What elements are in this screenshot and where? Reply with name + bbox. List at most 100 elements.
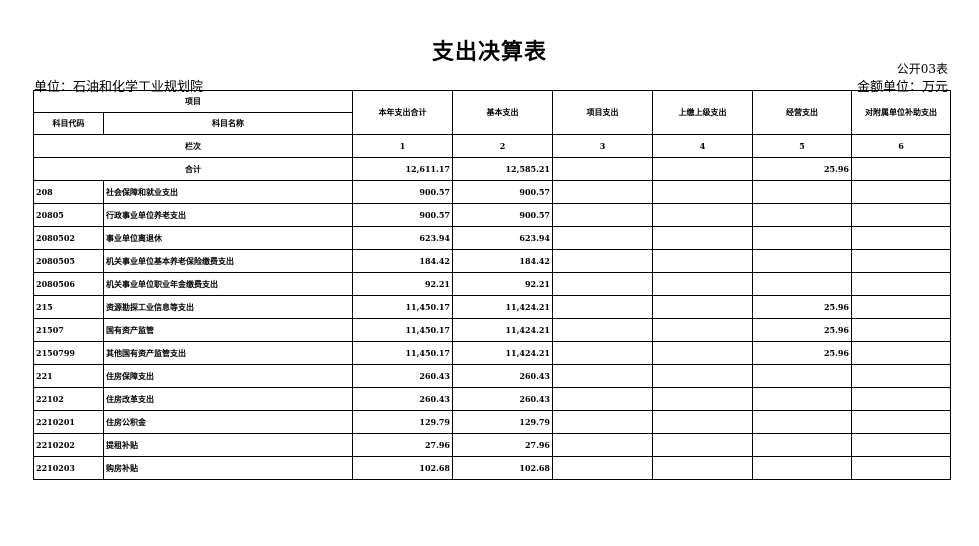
row-value: [851, 226, 951, 250]
row-name: 住房保障支出: [103, 364, 353, 388]
row-value: 11,424.21: [452, 295, 553, 319]
row-value: 25.96: [752, 295, 852, 319]
row-value: 260.43: [352, 387, 453, 411]
row-value: 11,450.17: [352, 295, 453, 319]
row-value: [552, 364, 653, 388]
row-value: [851, 387, 951, 411]
row-value: [652, 410, 753, 434]
row-value: [552, 272, 653, 296]
table-row: 221 住房保障支出 260.43 260.43: [33, 364, 951, 388]
row-value: [851, 456, 951, 480]
row-value: 260.43: [452, 364, 553, 388]
table-row: 2210203 购房补贴 102.68 102.68: [33, 456, 951, 480]
row-value: [652, 203, 753, 227]
row-value: [752, 456, 852, 480]
total-value: [652, 157, 753, 181]
table-row: 2080502 事业单位离退休 623.94 623.94: [33, 226, 951, 250]
header-col-3: 项目支出: [552, 90, 653, 135]
expenditure-table: 项目 本年支出合计 基本支出 项目支出 上缴上级支出 经营支出 对附属单位补助支…: [33, 90, 951, 480]
row-value: [552, 318, 653, 342]
row-name: 事业单位离退休: [103, 226, 353, 250]
column-index: 1: [352, 134, 453, 158]
table-row: 2080506 机关事业单位职业年金缴费支出 92.21 92.21: [33, 272, 951, 296]
row-code: 2080505: [33, 249, 104, 273]
table-row: 20805 行政事业单位养老支出 900.57 900.57: [33, 203, 951, 227]
table-row: 2150799 其他国有资产监管支出 11,450.17 11,424.21 25.96: [33, 341, 951, 365]
row-value: 27.96: [452, 433, 553, 457]
row-value: 129.79: [352, 410, 453, 434]
row-value: [752, 249, 852, 273]
row-value: 27.96: [352, 433, 453, 457]
row-value: [552, 203, 653, 227]
row-value: 102.68: [352, 456, 453, 480]
row-value: 184.42: [452, 249, 553, 273]
table-row: 208 社会保障和就业支出 900.57 900.57: [33, 180, 951, 204]
column-index: 2: [452, 134, 553, 158]
row-value: [851, 203, 951, 227]
row-code: 2080502: [33, 226, 104, 250]
total-value: [851, 157, 951, 181]
row-value: [552, 433, 653, 457]
row-value: 11,450.17: [352, 341, 453, 365]
row-value: [652, 295, 753, 319]
row-value: [851, 433, 951, 457]
header-col-2: 基本支出: [452, 90, 553, 135]
row-value: 900.57: [352, 180, 453, 204]
row-value: [652, 180, 753, 204]
row-value: [851, 364, 951, 388]
table-row: 2210202 提租补贴 27.96 27.96: [33, 433, 951, 457]
column-index: 6: [851, 134, 951, 158]
row-value: 92.21: [352, 272, 453, 296]
row-code: 20805: [33, 203, 104, 227]
row-value: [851, 180, 951, 204]
header-col-6: 对附属单位补助支出: [851, 90, 951, 135]
row-value: [752, 180, 852, 204]
row-code: 215: [33, 295, 104, 319]
row-code: 22102: [33, 387, 104, 411]
row-value: 11,424.21: [452, 318, 553, 342]
row-value: [552, 249, 653, 273]
row-value: [851, 341, 951, 365]
row-value: 900.57: [352, 203, 453, 227]
table-row: 2080505 机关事业单位基本养老保险缴费支出 184.42 184.42: [33, 249, 951, 273]
row-value: [851, 295, 951, 319]
row-name: 资源勘探工业信息等支出: [103, 295, 353, 319]
row-value: 900.57: [452, 180, 553, 204]
row-name: 机关事业单位职业年金缴费支出: [103, 272, 353, 296]
row-value: 623.94: [452, 226, 553, 250]
row-value: [652, 387, 753, 411]
row-name: 其他国有资产监管支出: [103, 341, 353, 365]
row-name: 机关事业单位基本养老保险缴费支出: [103, 249, 353, 273]
row-value: [851, 318, 951, 342]
row-code: 2210203: [33, 456, 104, 480]
row-value: 900.57: [452, 203, 553, 227]
row-value: 25.96: [752, 318, 852, 342]
row-name: 国有资产监管: [103, 318, 353, 342]
row-value: [552, 226, 653, 250]
row-value: 260.43: [452, 387, 553, 411]
row-value: [552, 295, 653, 319]
row-value: [652, 341, 753, 365]
row-value: [552, 341, 653, 365]
total-value: 12,585.21: [452, 157, 553, 181]
row-value: [652, 318, 753, 342]
column-index: 5: [752, 134, 852, 158]
header-col-5: 经营支出: [752, 90, 852, 135]
row-value: [752, 410, 852, 434]
form-number: 公开03表: [896, 62, 948, 76]
row-value: 623.94: [352, 226, 453, 250]
row-value: [652, 226, 753, 250]
total-value: [552, 157, 653, 181]
table-row: 22102 住房改革支出 260.43 260.43: [33, 387, 951, 411]
row-value: 102.68: [452, 456, 553, 480]
header-col-4: 上缴上级支出: [652, 90, 753, 135]
row-value: 129.79: [452, 410, 553, 434]
header-code: 科目代码: [33, 112, 104, 135]
row-value: [752, 433, 852, 457]
row-value: [652, 364, 753, 388]
row-value: [552, 387, 653, 411]
row-name: 社会保障和就业支出: [103, 180, 353, 204]
header-name: 科目名称: [103, 112, 353, 135]
header-item: 项目: [33, 90, 353, 113]
row-value: [652, 249, 753, 273]
